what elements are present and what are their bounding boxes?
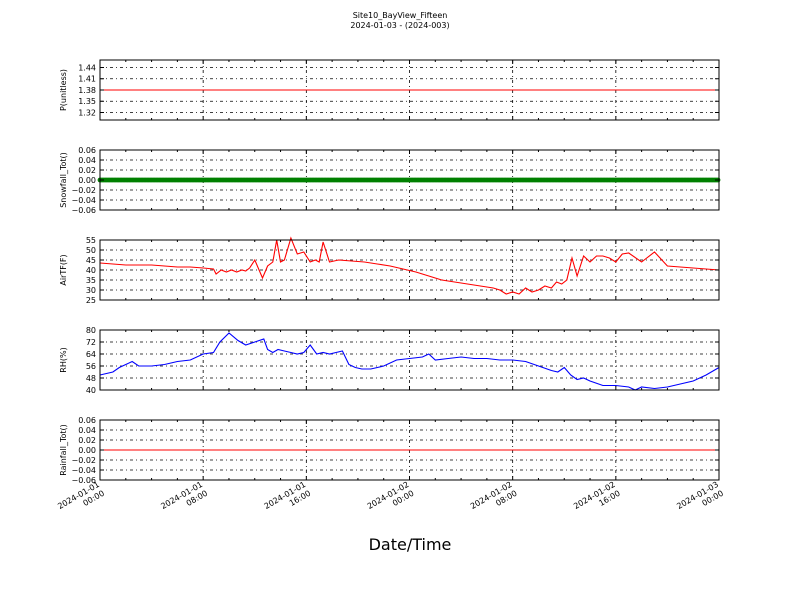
y-tick-label: 0.02 <box>78 436 96 445</box>
y-tick-label: −0.06 <box>71 206 96 215</box>
panel-1: 1.44 1.41 1.38 1.35 1.32 P(unitless) <box>59 59 720 121</box>
y-tick-label: 1.41 <box>78 75 96 84</box>
y-axis-label: RH(%) <box>59 347 68 372</box>
y-tick-label: 35 <box>86 276 96 285</box>
chart-subtitle: 2024-01-03 - (2024-003) <box>350 21 450 30</box>
y-tick-label: 50 <box>86 246 96 255</box>
y-tick-label: 0.04 <box>78 156 96 165</box>
y-tick-label: −0.02 <box>71 456 96 465</box>
series-line <box>99 236 720 295</box>
y-tick-label: 0.02 <box>78 166 96 175</box>
y-tick-label: 64 <box>86 350 96 359</box>
y-tick-label: 48 <box>86 374 96 383</box>
y-tick-label: −0.04 <box>71 466 96 475</box>
y-tick-label: 55 <box>86 236 96 245</box>
y-axis-label: P(unitless) <box>59 69 68 111</box>
x-axis-label: Date/Time <box>369 535 452 554</box>
y-axis-label: AirTF(F) <box>59 254 68 285</box>
y-tick-label: 1.35 <box>78 97 96 106</box>
y-tick-label: −0.04 <box>71 196 96 205</box>
y-tick-label: 56 <box>86 362 96 371</box>
y-tick-label: 0.06 <box>78 416 96 425</box>
y-tick-label: 1.38 <box>78 86 96 95</box>
y-axis-label: Snowfall_Tot() <box>59 152 68 208</box>
y-tick-label: 72 <box>86 338 96 347</box>
chart-title-block: Site10_BayView_Fifteen 2024-01-03 - (202… <box>0 11 800 31</box>
y-tick-label: 30 <box>86 286 96 295</box>
y-tick-label: 45 <box>86 256 96 265</box>
panel-2: 0.060.040.020.00−0.02−0.04−0.06Snowfall_… <box>59 146 721 215</box>
y-tick-label: 0.04 <box>78 426 96 435</box>
y-tick-label: 40 <box>86 266 96 275</box>
panel-5: 0.060.040.020.00−0.02−0.04−0.06Rainfall_… <box>59 416 720 485</box>
y-tick-label: −0.02 <box>71 186 96 195</box>
y-tick-label: −0.06 <box>71 476 96 485</box>
y-tick-label: 1.44 <box>78 63 96 72</box>
y-tick-label: 1.32 <box>78 108 96 117</box>
chart-title: Site10_BayView_Fifteen <box>352 11 448 20</box>
panel-4: 80 72 64 56 48 40 RH(%) <box>59 326 720 395</box>
y-tick-label: 0.00 <box>78 446 96 455</box>
y-tick-label: 0.06 <box>78 146 96 155</box>
y-tick-label: 0.00 <box>78 176 96 185</box>
y-tick-label: 40 <box>86 386 96 395</box>
y-tick-label: 80 <box>86 326 96 335</box>
series-line <box>99 332 720 391</box>
y-tick-label: 25 <box>86 296 96 305</box>
y-axis-label: Rainfall_Tot() <box>59 424 68 476</box>
